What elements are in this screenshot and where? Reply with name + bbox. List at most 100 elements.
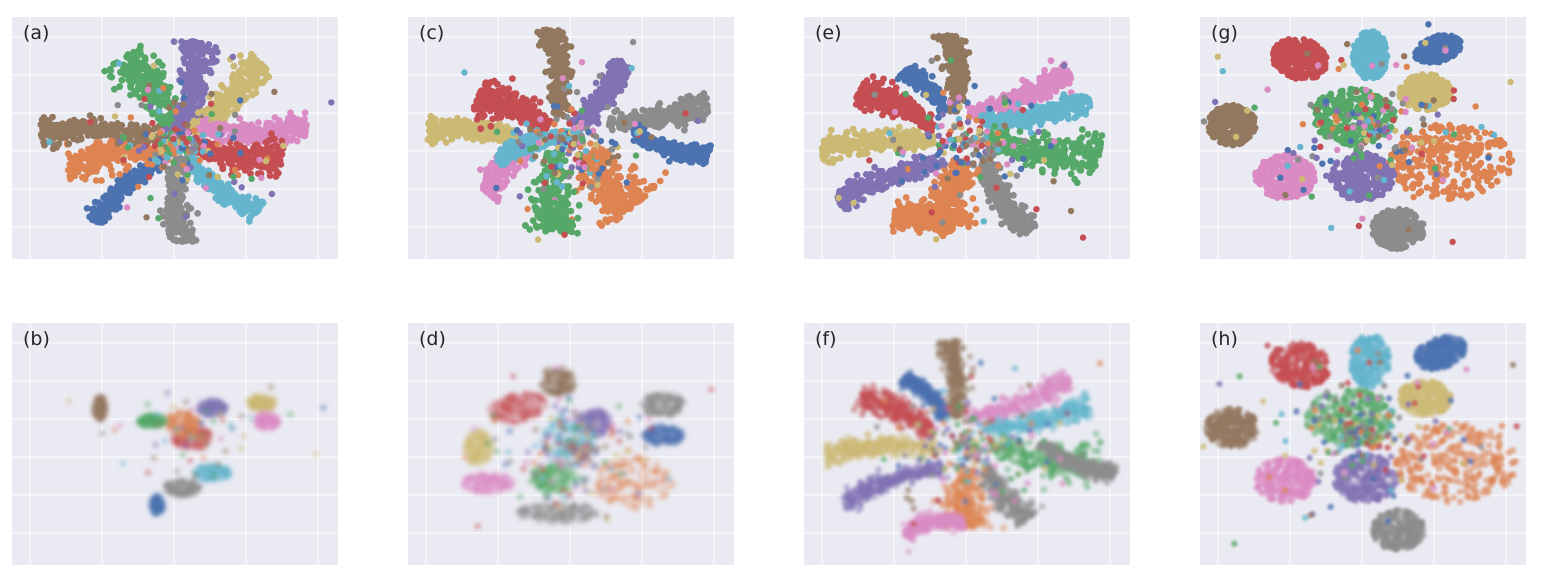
data-point	[223, 87, 231, 94]
data-point	[201, 82, 209, 89]
data-point	[238, 184, 245, 191]
data-point	[151, 125, 159, 132]
data-point	[266, 172, 274, 180]
data-point	[149, 119, 156, 127]
data-point	[63, 126, 70, 133]
data-point	[170, 163, 178, 171]
data-point	[267, 384, 275, 391]
data-point	[97, 158, 105, 166]
data-point	[560, 90, 568, 98]
data-point	[246, 218, 253, 225]
data-point	[616, 58, 623, 66]
data-point	[221, 471, 228, 479]
scatter-plot-c	[408, 17, 734, 259]
data-point	[552, 78, 560, 85]
data-point	[98, 177, 105, 184]
data-point	[230, 134, 237, 141]
data-point	[214, 152, 222, 159]
data-point	[610, 57, 617, 65]
data-point	[120, 133, 127, 140]
data-point	[222, 148, 230, 156]
data-point	[108, 171, 116, 179]
data-point	[214, 141, 221, 148]
data-point	[211, 122, 219, 130]
data-point	[150, 52, 158, 60]
data-point	[194, 109, 202, 117]
data-point	[269, 402, 277, 410]
data-point	[130, 152, 138, 159]
data-point	[252, 195, 260, 202]
data-point	[594, 120, 602, 127]
data-point	[179, 451, 186, 459]
data-point	[149, 131, 156, 139]
data-point	[220, 95, 227, 103]
data-point	[186, 219, 194, 227]
data-point	[230, 147, 238, 155]
data-point	[244, 201, 252, 208]
data-point	[192, 142, 199, 149]
data-point	[186, 457, 194, 464]
data-point	[211, 471, 218, 478]
data-point	[567, 43, 575, 50]
data-point	[177, 122, 184, 129]
data-point	[166, 169, 173, 177]
data-point	[195, 483, 203, 491]
data-point	[135, 183, 142, 190]
scatter-plot-b	[12, 323, 338, 565]
data-point	[169, 487, 177, 494]
data-point	[178, 70, 185, 77]
data-point	[145, 173, 153, 181]
data-point	[88, 159, 96, 167]
data-point	[247, 76, 255, 84]
data-point	[164, 200, 172, 207]
data-point	[106, 73, 114, 80]
data-point	[269, 155, 277, 163]
data-point	[545, 34, 552, 42]
data-point	[215, 131, 222, 138]
data-point	[213, 106, 221, 113]
data-point	[245, 86, 253, 94]
data-point	[44, 119, 52, 127]
data-point	[231, 166, 238, 174]
data-point	[238, 203, 246, 210]
data-point	[174, 468, 181, 475]
data-point	[65, 140, 73, 148]
data-point	[176, 192, 184, 200]
data-point	[178, 229, 186, 237]
data-point	[123, 127, 130, 134]
data-point	[156, 107, 163, 115]
data-point	[108, 192, 116, 200]
data-point	[164, 389, 171, 396]
data-point	[236, 52, 244, 60]
data-point	[287, 109, 294, 117]
data-point	[200, 454, 207, 462]
data-point	[196, 157, 203, 164]
data-point	[255, 144, 263, 152]
data-point	[188, 481, 196, 489]
data-point	[619, 68, 627, 76]
data-point	[270, 397, 277, 404]
data-point	[97, 132, 105, 140]
data-point	[164, 87, 172, 95]
data-point	[59, 120, 66, 127]
data-point	[184, 129, 192, 136]
data-point	[201, 465, 209, 473]
data-point	[280, 129, 287, 137]
data-point	[287, 125, 295, 132]
data-point	[122, 166, 130, 174]
data-point	[87, 118, 94, 126]
data-point	[70, 121, 78, 129]
data-point	[188, 148, 195, 155]
data-point	[217, 196, 224, 204]
data-point	[170, 403, 177, 410]
data-point	[224, 110, 232, 118]
data-point	[235, 156, 242, 163]
data-point	[248, 399, 255, 407]
data-point	[593, 106, 600, 114]
data-point	[79, 173, 86, 181]
data-point	[546, 83, 553, 91]
data-point	[559, 47, 566, 54]
data-point	[174, 171, 181, 178]
data-point	[192, 74, 200, 82]
data-point	[71, 128, 79, 136]
